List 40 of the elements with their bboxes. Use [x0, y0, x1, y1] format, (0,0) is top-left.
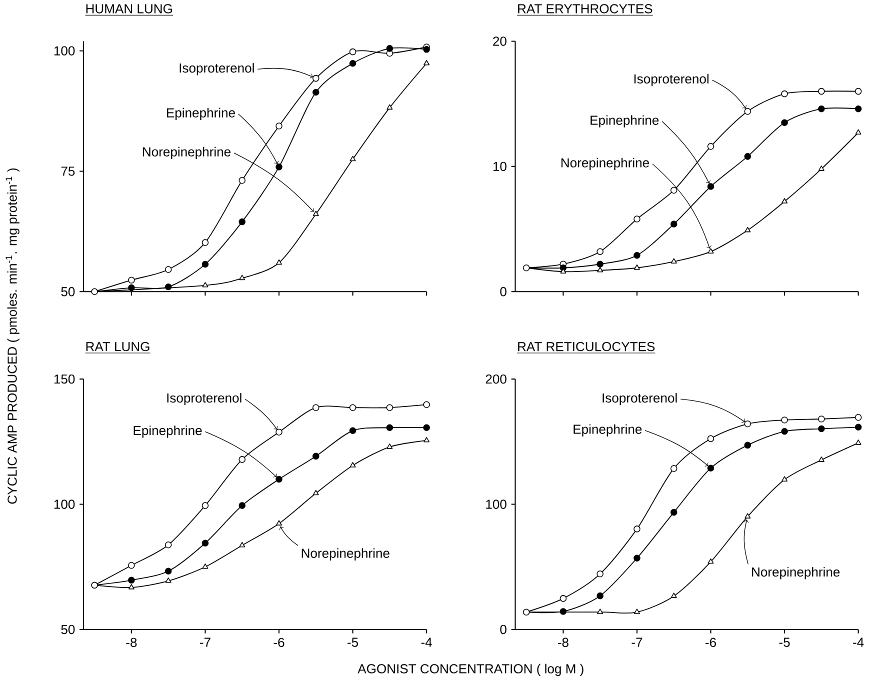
text: Norepinephrine — [752, 567, 840, 580]
text: Epinephrine — [166, 108, 235, 120]
text: Epinephrine — [134, 426, 202, 438]
y-tick-label: 75 — [61, 166, 75, 176]
y-tick-label: 200 — [486, 374, 506, 384]
x-axis-title: AGONIST CONCENTRATION ( log M ) — [358, 664, 584, 676]
y-tick-label: 20 — [493, 36, 506, 46]
y-tick-label: 50 — [61, 624, 75, 634]
y-tick-label: 10 — [493, 162, 506, 172]
x-tick-label: -8 — [126, 638, 137, 648]
chart-title: RAT ERYTHROCYTES — [518, 4, 652, 14]
x-tick-label: -4 — [421, 638, 432, 647]
text: Epinephrine — [574, 424, 642, 436]
y-tick-label: 150 — [54, 374, 75, 384]
legend-label: Isoproterenol — [180, 63, 254, 76]
legend-label: Norepinephrine — [302, 548, 390, 560]
y-tick-label: 50 — [61, 287, 75, 296]
text: Isoproterenol — [602, 393, 677, 406]
chart-title: RAT RETICULOCYTES — [518, 342, 655, 352]
x-tick-label: -7 — [632, 638, 642, 647]
x-tick-label: -6 — [706, 638, 716, 648]
x-tick-label: -7 — [200, 638, 210, 647]
text: Norepinephrine — [561, 158, 649, 170]
y-tick-label: 100 — [54, 46, 75, 56]
y-tick-label: 100 — [54, 500, 75, 509]
y-tick-label: 0 — [500, 624, 506, 634]
text: Isoproterenol — [167, 393, 242, 406]
x-tick-label: -6 — [274, 638, 284, 648]
text: Isoproterenol — [634, 74, 708, 86]
x-tick-label: -8 — [558, 638, 568, 648]
y-tick-label: 0 — [500, 287, 506, 296]
x-tick-label: -5 — [348, 638, 358, 647]
x-tick-label: -4 — [853, 638, 864, 647]
chart-title: HUMAN LUNG — [86, 4, 172, 14]
y-axis-title: CYCLIC AMP PRODUCED ( pmoles. min$^{-1}$. mg protein$^{-1}$ ) — [6, 168, 20, 504]
x-tick-label: -5 — [779, 638, 790, 647]
chart-title: RAT LUNG — [86, 342, 150, 352]
y-tick-label: 100 — [486, 500, 506, 509]
text: Epinephrine — [590, 115, 659, 128]
text: Norepinephrine — [142, 146, 231, 160]
